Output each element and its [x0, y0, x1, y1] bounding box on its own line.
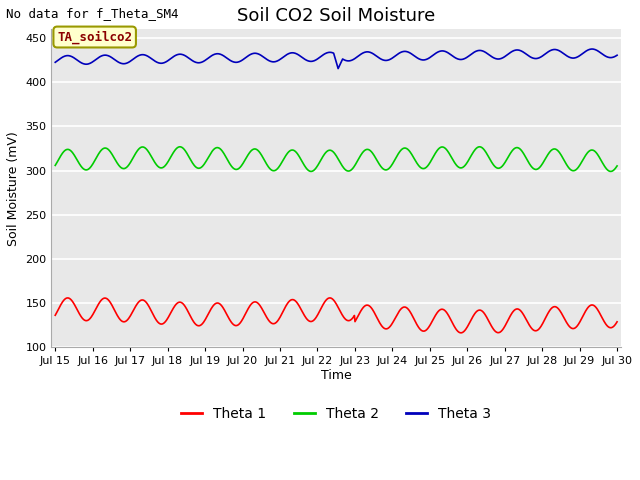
Theta 1: [457, 330, 465, 336]
Theta 3: [334, 66, 342, 72]
Theta 1: [300, 311, 307, 316]
Title: Soil CO2 Soil Moisture: Soil CO2 Soil Moisture: [237, 7, 435, 25]
Theta 2: [300, 161, 307, 167]
Theta 2: [307, 168, 315, 174]
Legend: Theta 1, Theta 2, Theta 3: Theta 1, Theta 2, Theta 3: [175, 402, 497, 427]
Theta 1: [491, 327, 499, 333]
Theta 2: [109, 152, 116, 158]
Theta 3: [490, 55, 498, 61]
Theta 3: [278, 55, 286, 60]
Theta 1: [613, 319, 621, 324]
X-axis label: Time: Time: [321, 369, 351, 382]
Theta 3: [109, 55, 116, 61]
Theta 2: [176, 144, 184, 150]
Theta 3: [500, 54, 508, 60]
Theta 1: [500, 324, 508, 330]
Theta 2: [51, 163, 59, 168]
Theta 2: [279, 157, 287, 163]
Y-axis label: Soil Moisture (mV): Soil Moisture (mV): [7, 131, 20, 246]
Text: No data for f_Theta_SM4: No data for f_Theta_SM4: [6, 7, 179, 20]
Theta 3: [299, 55, 307, 60]
Line: Theta 1: Theta 1: [55, 298, 617, 333]
Theta 2: [613, 163, 621, 169]
Theta 1: [64, 295, 72, 301]
Line: Theta 2: Theta 2: [55, 147, 617, 171]
Theta 1: [109, 305, 117, 311]
Theta 3: [51, 60, 59, 65]
Theta 3: [613, 52, 621, 58]
Theta 1: [279, 309, 287, 314]
Theta 2: [438, 144, 446, 150]
Theta 1: [51, 312, 59, 318]
Theta 2: [491, 163, 499, 169]
Theta 1: [438, 306, 445, 312]
Theta 3: [438, 48, 445, 54]
Theta 2: [500, 160, 508, 166]
Theta 3: [589, 46, 596, 52]
Line: Theta 3: Theta 3: [55, 49, 617, 69]
Text: TA_soilco2: TA_soilco2: [57, 30, 132, 44]
